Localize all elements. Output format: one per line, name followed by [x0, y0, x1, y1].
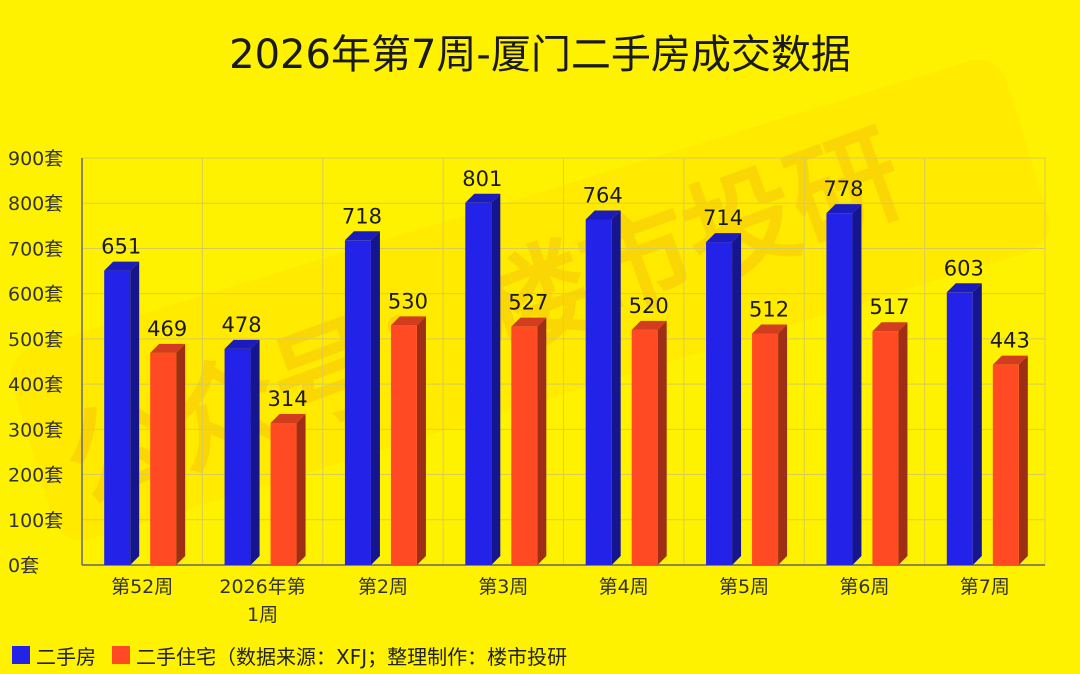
- bar-top-series1: [344, 231, 380, 241]
- y-tick-label: 900套: [8, 148, 63, 170]
- bar-series1: [706, 242, 733, 565]
- data-label: 764: [583, 184, 623, 208]
- legend-label-series1: 二手房: [36, 644, 96, 669]
- data-label: 469: [147, 317, 187, 341]
- bar-side-series2: [1018, 355, 1028, 565]
- y-tick-label: 500套: [8, 329, 63, 351]
- y-tick-label: 800套: [8, 193, 63, 215]
- bar-side-series2: [778, 324, 788, 565]
- bar-series1: [465, 202, 492, 565]
- bar-side-series2: [537, 317, 547, 565]
- bar-series1: [826, 213, 853, 565]
- data-label: 714: [703, 206, 743, 230]
- bar-chart: 0套 100套 200套 300套 400套 500套 600套 700套 800套 900套 65…: [8, 148, 1046, 626]
- bar-side-series1: [852, 204, 862, 565]
- bar-series2: [752, 333, 779, 565]
- bar-series1: [224, 348, 251, 565]
- bar-series1: [344, 240, 371, 565]
- bar-series1: [585, 219, 612, 565]
- data-label: 778: [823, 177, 863, 201]
- y-tick-label: 400套: [8, 374, 63, 396]
- y-tick-label: 100套: [8, 510, 63, 532]
- bar-top-series1: [104, 261, 140, 271]
- legend-item-series2: 二手住宅 （数据来源：XFJ；整理制作：楼市投研: [112, 641, 567, 670]
- bar-top-series1: [706, 233, 742, 243]
- bar-series1: [104, 270, 131, 565]
- x-tick-label: 第5周: [719, 576, 769, 598]
- bar-series2: [511, 326, 538, 565]
- bar-top-series1: [465, 193, 501, 203]
- data-label: 512: [749, 297, 789, 321]
- bar-side-series1: [611, 210, 621, 565]
- legend-swatch-series2: [112, 646, 130, 664]
- data-label: 527: [508, 291, 548, 315]
- data-label: 651: [101, 235, 141, 259]
- x-tick-label: 2026年第: [219, 576, 305, 598]
- y-tick-label: 200套: [8, 465, 63, 487]
- x-tick-label: 第6周: [839, 576, 889, 598]
- chart-title: 2026年第7周-厦门二手房成交数据: [229, 32, 851, 78]
- data-label: 603: [944, 256, 984, 280]
- bar-top-series2: [150, 343, 186, 353]
- bar-side-series2: [898, 322, 908, 565]
- bar-side-series1: [250, 339, 260, 565]
- bar-top-series1: [826, 204, 862, 214]
- bar-side-series1: [491, 193, 501, 565]
- data-label: 517: [869, 295, 909, 319]
- bar-top-series1: [224, 339, 260, 349]
- legend: 二手房 二手住宅 （数据来源：XFJ；整理制作：楼市投研: [12, 641, 583, 670]
- data-label: 443: [990, 329, 1030, 353]
- bar-series2: [631, 329, 658, 565]
- y-tick-label: 700套: [8, 238, 63, 260]
- bar-side-series2: [296, 414, 306, 565]
- bar-top-series2: [270, 414, 306, 424]
- x-tick-label: 第3周: [478, 576, 528, 598]
- bar-side-series2: [176, 343, 186, 565]
- bar-top-series2: [992, 355, 1028, 365]
- bar-series2: [390, 325, 417, 565]
- data-label: 478: [222, 313, 262, 337]
- bar-series2: [270, 423, 297, 565]
- x-tick-label: 第4周: [599, 576, 649, 598]
- bar-side-series1: [972, 283, 982, 565]
- x-tick-label: 第7周: [960, 576, 1010, 598]
- bar-top-series2: [631, 320, 667, 330]
- bar-series1: [946, 292, 973, 565]
- bar-top-series1: [946, 283, 982, 293]
- bar-top-series2: [511, 317, 547, 327]
- bar-series2: [872, 331, 899, 565]
- x-tick-label-wrap: 1周: [247, 604, 278, 626]
- bar-top-series2: [390, 316, 426, 326]
- bar-top-series1: [585, 210, 621, 220]
- bar-side-series1: [370, 231, 380, 565]
- bar-side-series2: [657, 320, 667, 565]
- legend-item-series1: 二手房: [12, 641, 96, 670]
- bar-top-series2: [752, 324, 788, 334]
- data-label: 718: [342, 204, 382, 228]
- bar-side-series1: [130, 261, 140, 565]
- legend-source-note: （数据来源：XFJ；整理制作：楼市投研: [216, 644, 568, 669]
- y-tick-label: 600套: [8, 284, 63, 306]
- data-label: 520: [629, 294, 669, 318]
- x-tick-label: 第2周: [358, 576, 408, 598]
- legend-label-series2: 二手住宅: [136, 644, 216, 669]
- bar-series2: [150, 352, 177, 565]
- bar-side-series1: [732, 233, 742, 565]
- y-tick-label: 300套: [8, 419, 63, 441]
- x-tick-label: 第52周: [111, 576, 173, 598]
- y-tick-label: 0套: [8, 555, 39, 577]
- bar-side-series2: [416, 316, 426, 565]
- bar-top-series2: [872, 322, 908, 332]
- data-label: 801: [462, 167, 502, 191]
- legend-swatch-series1: [12, 646, 30, 664]
- bar-series2: [992, 364, 1019, 565]
- data-label: 314: [268, 387, 308, 411]
- data-label: 530: [388, 289, 428, 313]
